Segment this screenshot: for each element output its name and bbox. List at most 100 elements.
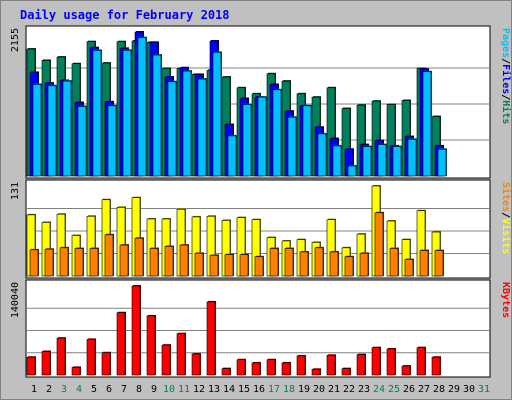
day-label-8: 8	[136, 384, 142, 395]
kbytes-bar-day-19	[296, 355, 306, 376]
kbytes-bar-day-15	[236, 359, 246, 376]
day-label-16: 16	[253, 384, 265, 395]
pages-bar-day-9	[152, 54, 162, 177]
legend-item-separator: /	[500, 212, 511, 218]
day-label-28: 28	[433, 384, 445, 395]
pages-bar-day-6	[107, 105, 117, 177]
pages-bar-day-16	[257, 96, 267, 177]
day-label-4: 4	[76, 384, 82, 395]
day-label-1: 1	[31, 384, 37, 395]
day-label-20: 20	[313, 384, 325, 395]
kbytes-bar-day-1	[26, 356, 36, 376]
day-label-21: 21	[328, 384, 340, 395]
pages-bar-day-17	[272, 89, 282, 177]
sites-bar-day-15	[239, 254, 249, 277]
sites-bar-day-20	[314, 247, 324, 277]
kbytes-bar-day-3	[56, 337, 66, 376]
day-label-15: 15	[238, 384, 250, 395]
kbytes-legend: KBytes	[500, 282, 511, 318]
kbytes-bar-day-23	[356, 354, 366, 376]
pages-bar-day-14	[227, 135, 237, 177]
sites-bar-day-24	[374, 212, 384, 277]
pages-bar-day-18	[287, 116, 297, 177]
sites-bar-day-9	[149, 248, 159, 277]
sites-bar-day-23	[359, 253, 369, 277]
day-label-29: 29	[448, 384, 460, 395]
pages-bar-day-19	[302, 105, 312, 177]
hits-files-pages-legend: Pages/Files/Hits	[500, 28, 512, 124]
kbytes-bar-day-17	[266, 359, 276, 376]
sites-bar-day-4	[74, 248, 84, 277]
kbytes-bar-day-9	[146, 315, 156, 376]
pages-bar-day-15	[242, 104, 252, 177]
sites-bar-day-26	[404, 259, 414, 277]
legend-item-visits: Visits	[500, 218, 512, 254]
pages-bar-day-25	[392, 146, 402, 177]
kbytes-bar-day-5	[86, 339, 96, 376]
sites-bar-day-17	[269, 248, 279, 277]
sites-bar-day-6	[104, 234, 114, 277]
day-label-14: 14	[223, 384, 235, 395]
sites-bar-day-14	[224, 254, 234, 277]
pages-bar-day-10	[167, 81, 177, 177]
day-label-31: 31	[478, 384, 490, 395]
day-label-3: 3	[61, 384, 67, 395]
day-label-24: 24	[373, 384, 385, 395]
pages-bar-day-13	[212, 52, 222, 177]
day-label-6: 6	[106, 384, 112, 395]
sites-bar-day-10	[164, 246, 174, 277]
kbytes-bar-day-8	[131, 285, 141, 376]
sites-bar-day-8	[134, 237, 144, 277]
pages-bar-day-20	[317, 133, 327, 177]
sites-bar-day-13	[209, 255, 219, 277]
kbytes-bar-day-21	[326, 354, 336, 376]
day-label-10: 10	[163, 384, 175, 395]
day-label-26: 26	[403, 384, 415, 395]
pages-bar-day-2	[47, 85, 57, 177]
day-label-25: 25	[388, 384, 400, 395]
kbytes-bar-day-27	[416, 347, 426, 376]
day-label-2: 2	[46, 384, 52, 395]
pages-bar-day-24	[377, 144, 387, 177]
kbytes-bar-day-4	[71, 367, 81, 376]
legend-item-hits: Hits	[500, 100, 512, 124]
day-label-9: 9	[151, 384, 157, 395]
sites-bar-day-18	[284, 248, 294, 277]
axis-labels: 2155 131 140040	[10, 28, 21, 318]
day-label-18: 18	[283, 384, 295, 395]
chart-title: Daily usage for February 2018	[20, 8, 230, 22]
pages-bar-day-4	[77, 106, 87, 177]
sites-bar-day-22	[344, 256, 354, 277]
sites-bar-day-5	[89, 248, 99, 277]
hits-files-pages-max-label: 2155	[10, 28, 21, 52]
legend-item-files: Files	[500, 64, 512, 94]
day-label-30: 30	[463, 384, 475, 395]
sites-bar-day-11	[179, 244, 189, 277]
legend-item-pages: Pages	[500, 28, 511, 58]
kbytes-bar-day-6	[101, 352, 111, 376]
day-label-11: 11	[178, 384, 190, 395]
kbytes-bar-day-18	[281, 362, 291, 376]
kbytes-bar-day-24	[371, 347, 381, 376]
day-label-27: 27	[418, 384, 430, 395]
sites-visits-max-label: 131	[10, 182, 21, 200]
kbytes-bar-day-28	[431, 356, 441, 376]
day-label-12: 12	[193, 384, 205, 395]
sites-bar-day-12	[194, 253, 204, 277]
pages-bar-day-3	[62, 80, 72, 177]
kbytes-bar-day-20	[311, 368, 321, 376]
pages-bar-day-22	[347, 165, 357, 177]
legend-item-kbytes: KBytes	[500, 282, 511, 318]
kbytes-bar-day-13	[206, 301, 216, 376]
pages-bar-day-5	[92, 50, 102, 177]
sites-bar-day-1	[29, 249, 39, 277]
legend-item-separator: /	[500, 58, 511, 64]
pages-bar-day-23	[362, 146, 372, 177]
kbytes-bar-day-7	[116, 312, 126, 376]
x-axis-day-labels: 1 2 3 4 5 6 7 8 9 10 11 12 13 14 15 16 17 18 19 20 21 22 23 24 2…	[31, 384, 490, 395]
kbytes-bar-day-22	[341, 368, 351, 376]
kbytes-bar-day-26	[401, 365, 411, 376]
sites-visits-legend: Sites/Visits	[500, 182, 512, 254]
kbytes-bar-day-11	[176, 333, 186, 376]
